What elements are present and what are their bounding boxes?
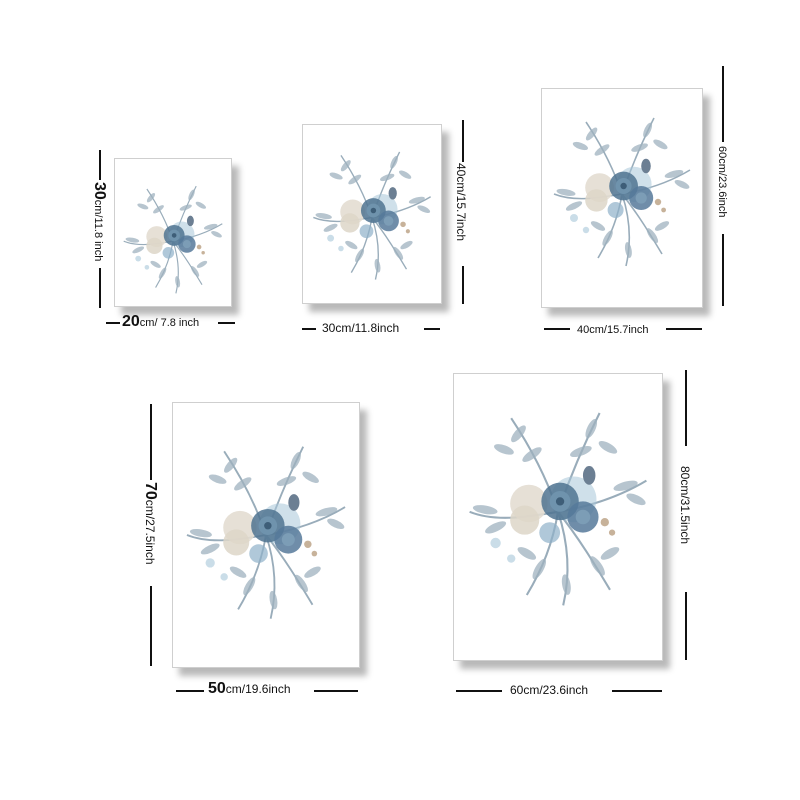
height-label-50x70: 70cm/27.5inch (142, 482, 159, 565)
height-label-20x30: 30cm/11.8 inch (91, 182, 108, 262)
poster-20x30 (114, 158, 232, 307)
height-line-top (99, 150, 101, 180)
height-line-top (685, 370, 687, 446)
floral-artwork (312, 151, 432, 281)
width-label-40x60: 40cm/15.7inch (577, 324, 649, 336)
width-label-50x70: 50cm/19.6inch (208, 680, 291, 697)
floral-artwork (123, 185, 224, 294)
width-line-right (424, 328, 440, 330)
height-line-bottom (150, 586, 152, 666)
width-line-right (666, 328, 702, 330)
poster-30x40 (302, 124, 442, 304)
height-line-bottom (685, 592, 687, 660)
width-line-right (612, 690, 662, 692)
height-line-bottom (722, 234, 724, 306)
width-line-left (106, 322, 120, 324)
height-line-top (722, 66, 724, 142)
width-label-60x80: 60cm/23.6inch (510, 683, 589, 697)
poster-50x70 (172, 402, 360, 668)
floral-artwork (186, 445, 347, 620)
height-label-40x60: 60cm/23.6inch (716, 146, 728, 218)
width-label-30x40: 30cm/11.8inch (322, 321, 400, 335)
floral-artwork (553, 117, 692, 267)
width-line-right (218, 322, 235, 324)
floral-artwork (468, 411, 649, 607)
height-line-top (150, 404, 152, 480)
height-line-bottom (99, 268, 101, 308)
height-line-bottom (462, 266, 464, 304)
height-line-top (462, 120, 464, 162)
width-line-right (314, 690, 358, 692)
poster-40x60 (541, 88, 703, 308)
poster-60x80 (453, 373, 663, 661)
width-line-left (456, 690, 502, 692)
width-line-left (176, 690, 204, 692)
width-line-left (544, 328, 570, 330)
height-label-60x80: 80cm/31.5inch (678, 466, 692, 545)
height-label-30x40: 40cm/15.7inch (454, 163, 468, 242)
width-line-left (302, 328, 316, 330)
width-label-20x30: 20cm/ 7.8 inch (122, 313, 200, 330)
